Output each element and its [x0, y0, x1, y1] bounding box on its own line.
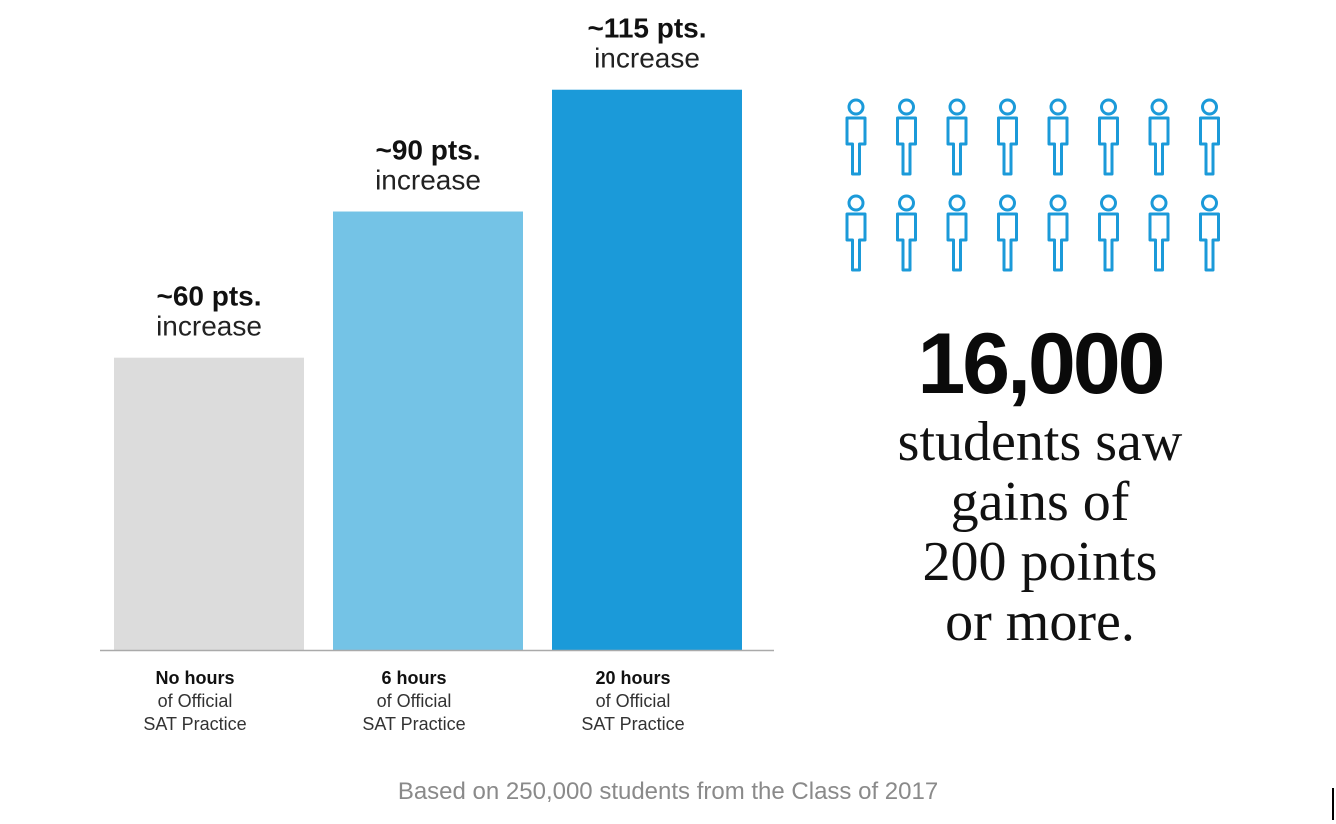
- person-outline-icon: [997, 98, 1018, 176]
- person-outline-icon: [896, 194, 917, 272]
- bar-sub-label-0: increase: [156, 311, 262, 342]
- bar-value-label-2: ~115 pts.: [587, 13, 706, 44]
- category-label-0: No hours: [156, 668, 235, 688]
- category-label-2: 20 hours: [595, 668, 670, 688]
- person-outline-icon: [1047, 98, 1069, 176]
- person-outline-icon: [946, 98, 968, 176]
- stat-line-2: gains of: [950, 471, 1130, 533]
- category-sub2-0: SAT Practice: [143, 714, 246, 734]
- person-outline-icon: [997, 194, 1018, 272]
- stat-line-4: or more.: [945, 591, 1135, 653]
- category-label-1: 6 hours: [381, 668, 446, 688]
- bar-2: [552, 89, 742, 651]
- bar-value-label-0: ~60 pts.: [156, 281, 261, 312]
- bar-sub-label-2: increase: [594, 43, 700, 74]
- stat-line-1: students saw: [897, 411, 1183, 473]
- category-sub1-1: of Official: [377, 691, 452, 711]
- bar-1: [333, 211, 523, 650]
- stat-line-3: 200 points: [922, 531, 1158, 593]
- person-outline-icon: [896, 98, 917, 176]
- people-icon-grid: [845, 98, 1220, 272]
- bar-value-label-1: ~90 pts.: [375, 135, 480, 166]
- text-cursor-icon: [1332, 788, 1334, 820]
- category-sub2-2: SAT Practice: [581, 714, 684, 734]
- person-outline-icon: [1148, 194, 1170, 272]
- category-sub1-2: of Official: [596, 691, 671, 711]
- person-outline-icon: [1199, 194, 1220, 272]
- category-sub2-1: SAT Practice: [362, 714, 465, 734]
- person-outline-icon: [1199, 98, 1220, 176]
- bar-sub-label-1: increase: [375, 165, 481, 196]
- person-outline-icon: [946, 194, 968, 272]
- person-outline-icon: [1098, 194, 1119, 272]
- footnote: Based on 250,000 students from the Class…: [397, 778, 939, 805]
- category-sub1-0: of Official: [158, 691, 233, 711]
- person-outline-icon: [1148, 98, 1170, 176]
- person-outline-icon: [845, 194, 867, 272]
- person-outline-icon: [1047, 194, 1069, 272]
- bar-0: [114, 357, 304, 650]
- person-outline-icon: [845, 98, 867, 176]
- stat-callout: 16,000 students saw gains of 200 points …: [830, 316, 1250, 652]
- stat-number: 16,000: [917, 316, 1165, 412]
- person-outline-icon: [1098, 98, 1119, 176]
